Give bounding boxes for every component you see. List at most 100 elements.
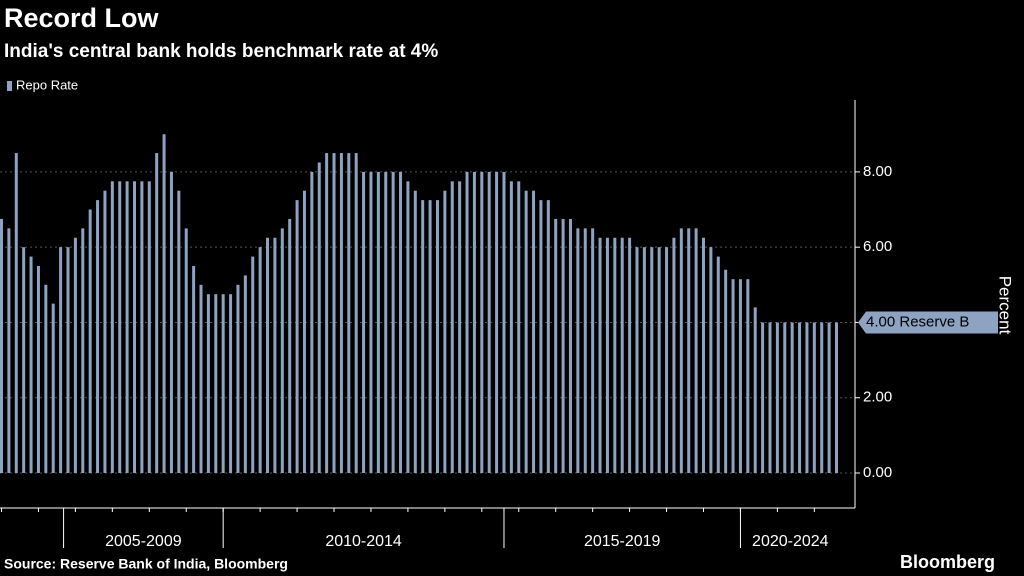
bar [598,237,602,473]
bar [103,190,107,473]
legend-swatch [7,81,12,91]
bar [258,247,262,473]
bar [657,247,661,473]
bar [266,237,270,473]
chart-subtitle: India's central bank holds benchmark rat… [4,41,438,62]
last-value-tag [858,311,998,334]
bar [155,153,159,473]
bar [236,284,240,473]
bar [14,153,18,473]
bar [546,200,550,473]
bar [583,228,587,473]
bar [118,181,122,473]
bar [140,181,144,473]
bar [251,256,255,473]
bar [59,247,63,473]
bar [805,322,809,473]
bar [716,256,720,473]
y-tick-label: 2.00 [863,389,892,406]
bar [495,171,499,473]
x-group-label: 2015-2019 [584,533,661,550]
bar [243,275,247,473]
bar [413,190,417,473]
bar [81,228,85,473]
bar [362,171,366,473]
bar [628,237,632,473]
bar [687,228,691,473]
bar [44,284,48,473]
bar [88,209,92,473]
bar [694,228,698,473]
bar [827,322,831,473]
bar [458,181,462,473]
bar [354,153,358,473]
bar [406,181,410,473]
bar [635,247,639,473]
bar [783,322,787,473]
bar [561,218,565,473]
bar [428,200,432,473]
bar [746,279,750,473]
bar [642,247,646,473]
bar [761,322,765,473]
bar [613,237,617,473]
bar [820,322,824,473]
bar [206,294,210,473]
bar [775,322,779,473]
bar [96,200,100,473]
bar [169,171,173,473]
y-tick-label: 6.00 [863,238,892,255]
bar [724,269,728,473]
bar [0,218,3,473]
bar [177,190,181,473]
x-group-label: 2020-2024 [752,533,829,550]
bar [738,279,742,473]
bar [812,322,816,473]
bar [332,153,336,473]
bar [798,322,802,473]
bar [835,322,838,473]
bar [576,228,580,473]
bar [480,171,484,473]
bar [273,237,277,473]
bar [665,247,669,473]
bar [376,171,380,473]
last-value-label: 4.00 Reserve B [866,313,969,330]
bar [517,181,521,473]
bar [650,247,654,473]
y-tick-label: 8.00 [863,163,892,180]
bar [295,200,299,473]
bar [672,237,676,473]
bar [709,247,713,473]
bar [620,237,624,473]
bar [184,228,188,473]
bar [472,171,476,473]
bar [399,171,403,473]
bar [125,181,129,473]
bar [36,265,40,473]
x-group-label: 2005-2009 [105,533,182,550]
bar [22,247,26,473]
bar [384,171,388,473]
x-group-label: 2010-2014 [325,533,402,550]
bar [229,294,233,473]
bar [221,294,225,473]
bar [347,153,351,473]
bar [192,265,196,473]
bar [302,190,306,473]
bar [29,256,33,473]
bar [532,190,536,473]
bar [435,200,439,473]
bar [524,190,528,473]
bar [288,218,292,473]
bar [421,200,425,473]
bar [325,153,329,473]
bar [66,247,70,473]
bar [310,171,314,473]
bar [768,322,772,473]
bar [443,190,447,473]
bar [147,181,151,473]
bar [280,228,284,473]
bar [133,181,137,473]
